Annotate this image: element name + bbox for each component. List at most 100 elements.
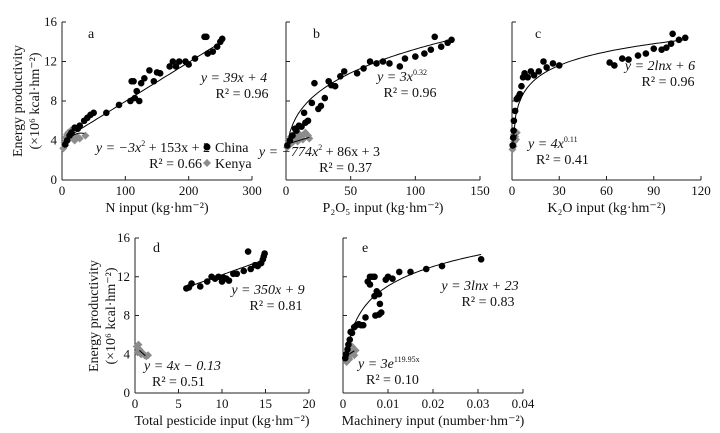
- panel-letter: a: [88, 27, 95, 42]
- china-point: [669, 30, 676, 38]
- china-fit-line: [512, 39, 686, 143]
- china-point: [401, 55, 409, 62]
- china-fit-line: [286, 39, 452, 146]
- panel-letter: d: [153, 241, 160, 256]
- china-point: [340, 68, 348, 75]
- panel-b: 0 50 100 150 P₂O₅ input (kg·hm⁻²) b y = 3x0.32…: [257, 21, 490, 216]
- y-tick-label: 4: [51, 133, 58, 148]
- china-point: [675, 36, 683, 44]
- china-point: [642, 50, 650, 57]
- x-tick-label: 90: [647, 183, 660, 198]
- china-point: [376, 300, 384, 308]
- china-point: [289, 132, 296, 139]
- kenya-fit-line: [63, 132, 85, 145]
- china-r-squared: R² = 0.81: [250, 299, 303, 314]
- china-point: [304, 117, 312, 125]
- legend-kenya-label: Kenya: [215, 157, 252, 172]
- x-tick-label: 0.01: [377, 396, 400, 411]
- x-axis-title: P₂O₅ input (kg·hm⁻²): [323, 201, 444, 216]
- china-point: [510, 117, 518, 125]
- x-tick-label: 0.03: [467, 396, 490, 411]
- china-equation: y = 3lnx + 23: [439, 279, 518, 294]
- china-point: [540, 58, 547, 65]
- y-axis-title-line2: (×10⁶ kcal·hm⁻²): [28, 52, 43, 149]
- kenya-r-squared: R² = 0.41: [536, 153, 589, 168]
- y-tick-label: 8: [124, 308, 131, 323]
- china-point: [516, 90, 524, 98]
- china-point: [218, 35, 226, 43]
- china-point: [518, 82, 525, 90]
- kenya-equation: y = −3x2 + 153x + 2: [94, 139, 210, 156]
- y-tick-label: 0: [51, 172, 58, 187]
- y-tick-label: 16: [117, 230, 131, 245]
- china-point: [427, 46, 435, 53]
- kenya-r-squared: R² = 0.66: [149, 157, 202, 172]
- china-r-squared: R² = 0.96: [642, 75, 695, 90]
- china-point: [371, 273, 378, 281]
- x-tick-label: 15: [259, 396, 272, 411]
- china-point: [395, 268, 403, 276]
- china-point: [366, 281, 374, 288]
- x-tick-label: 100: [406, 183, 426, 198]
- x-tick-label: 0: [340, 396, 347, 411]
- china-point: [362, 314, 369, 321]
- china-point: [321, 94, 329, 102]
- china-point: [611, 62, 618, 69]
- kenya-point: [59, 144, 68, 153]
- china-equation: y = 2lnx + 6: [623, 59, 695, 74]
- china-point: [247, 265, 255, 273]
- y-axis-title-top: Energy productivity (×10⁶ kcal·hm⁻²): [11, 45, 43, 157]
- china-point: [172, 63, 180, 70]
- china-point: [337, 73, 344, 80]
- china-point: [137, 79, 145, 87]
- china-point: [300, 109, 308, 117]
- china-point: [261, 250, 268, 257]
- china-point: [625, 56, 632, 63]
- china-point: [412, 53, 419, 60]
- kenya-equation: y = 4x − 0.13: [142, 359, 221, 374]
- china-point: [386, 60, 393, 67]
- kenya-fit-line: [512, 134, 518, 143]
- x-tick-label: 150: [470, 183, 490, 198]
- panel-d: 0 5 10 15 20 0 4 8 12 16 Total pesticide input (kg…: [117, 230, 316, 429]
- china-r-squared: R² = 0.83: [462, 295, 515, 310]
- china-point: [331, 82, 339, 90]
- kenya-r-squared: R² = 0.37: [319, 161, 372, 176]
- x-tick-label: 0.04: [512, 396, 535, 411]
- china-fit-line: [349, 254, 482, 338]
- panel-c: 0 30 60 90 120 K₂O input (kg·hm⁻²) c y = 2lnx +…: [508, 21, 711, 216]
- x-tick-label: 0.02: [422, 396, 445, 411]
- x-axis-title: N input (kg·hm⁻²): [105, 201, 209, 216]
- x-tick-label: 200: [179, 183, 199, 198]
- china-point: [543, 64, 550, 71]
- china-fit-line: [187, 258, 266, 288]
- china-point: [535, 68, 543, 75]
- x-tick-label: 10: [216, 396, 229, 411]
- china-point: [421, 50, 428, 57]
- china-point: [477, 256, 485, 263]
- x-tick-label: 30: [553, 183, 566, 198]
- china-point: [396, 63, 404, 70]
- kenya-fit-line: [139, 349, 146, 357]
- x-tick-label: 20: [303, 396, 316, 411]
- legend-china-label: China: [215, 141, 249, 156]
- y-axis-title-line1: Energy productivity: [87, 260, 102, 372]
- x-tick-label: 0: [132, 396, 139, 411]
- china-point: [135, 97, 143, 105]
- china-point: [663, 44, 670, 51]
- china-point: [606, 59, 613, 66]
- china-equation: y = 39x + 4: [199, 71, 267, 86]
- panel-a: 0 100 200 300 0 4 8 12 16 N input (kg·hm⁻²) a y = 3…: [44, 14, 268, 216]
- panel-letter: e: [362, 241, 368, 256]
- china-point: [209, 48, 217, 55]
- china-point: [233, 270, 241, 278]
- y-tick-label: 12: [44, 54, 57, 69]
- china-point: [213, 43, 221, 50]
- china-point: [524, 74, 532, 81]
- x-tick-label: 60: [600, 183, 613, 198]
- kenya-equation: y = −774x2 + 86x + 3: [257, 143, 380, 160]
- kenya-point: [144, 351, 153, 360]
- kenya-point: [351, 346, 360, 355]
- china-point: [175, 58, 183, 65]
- china-point: [377, 309, 385, 316]
